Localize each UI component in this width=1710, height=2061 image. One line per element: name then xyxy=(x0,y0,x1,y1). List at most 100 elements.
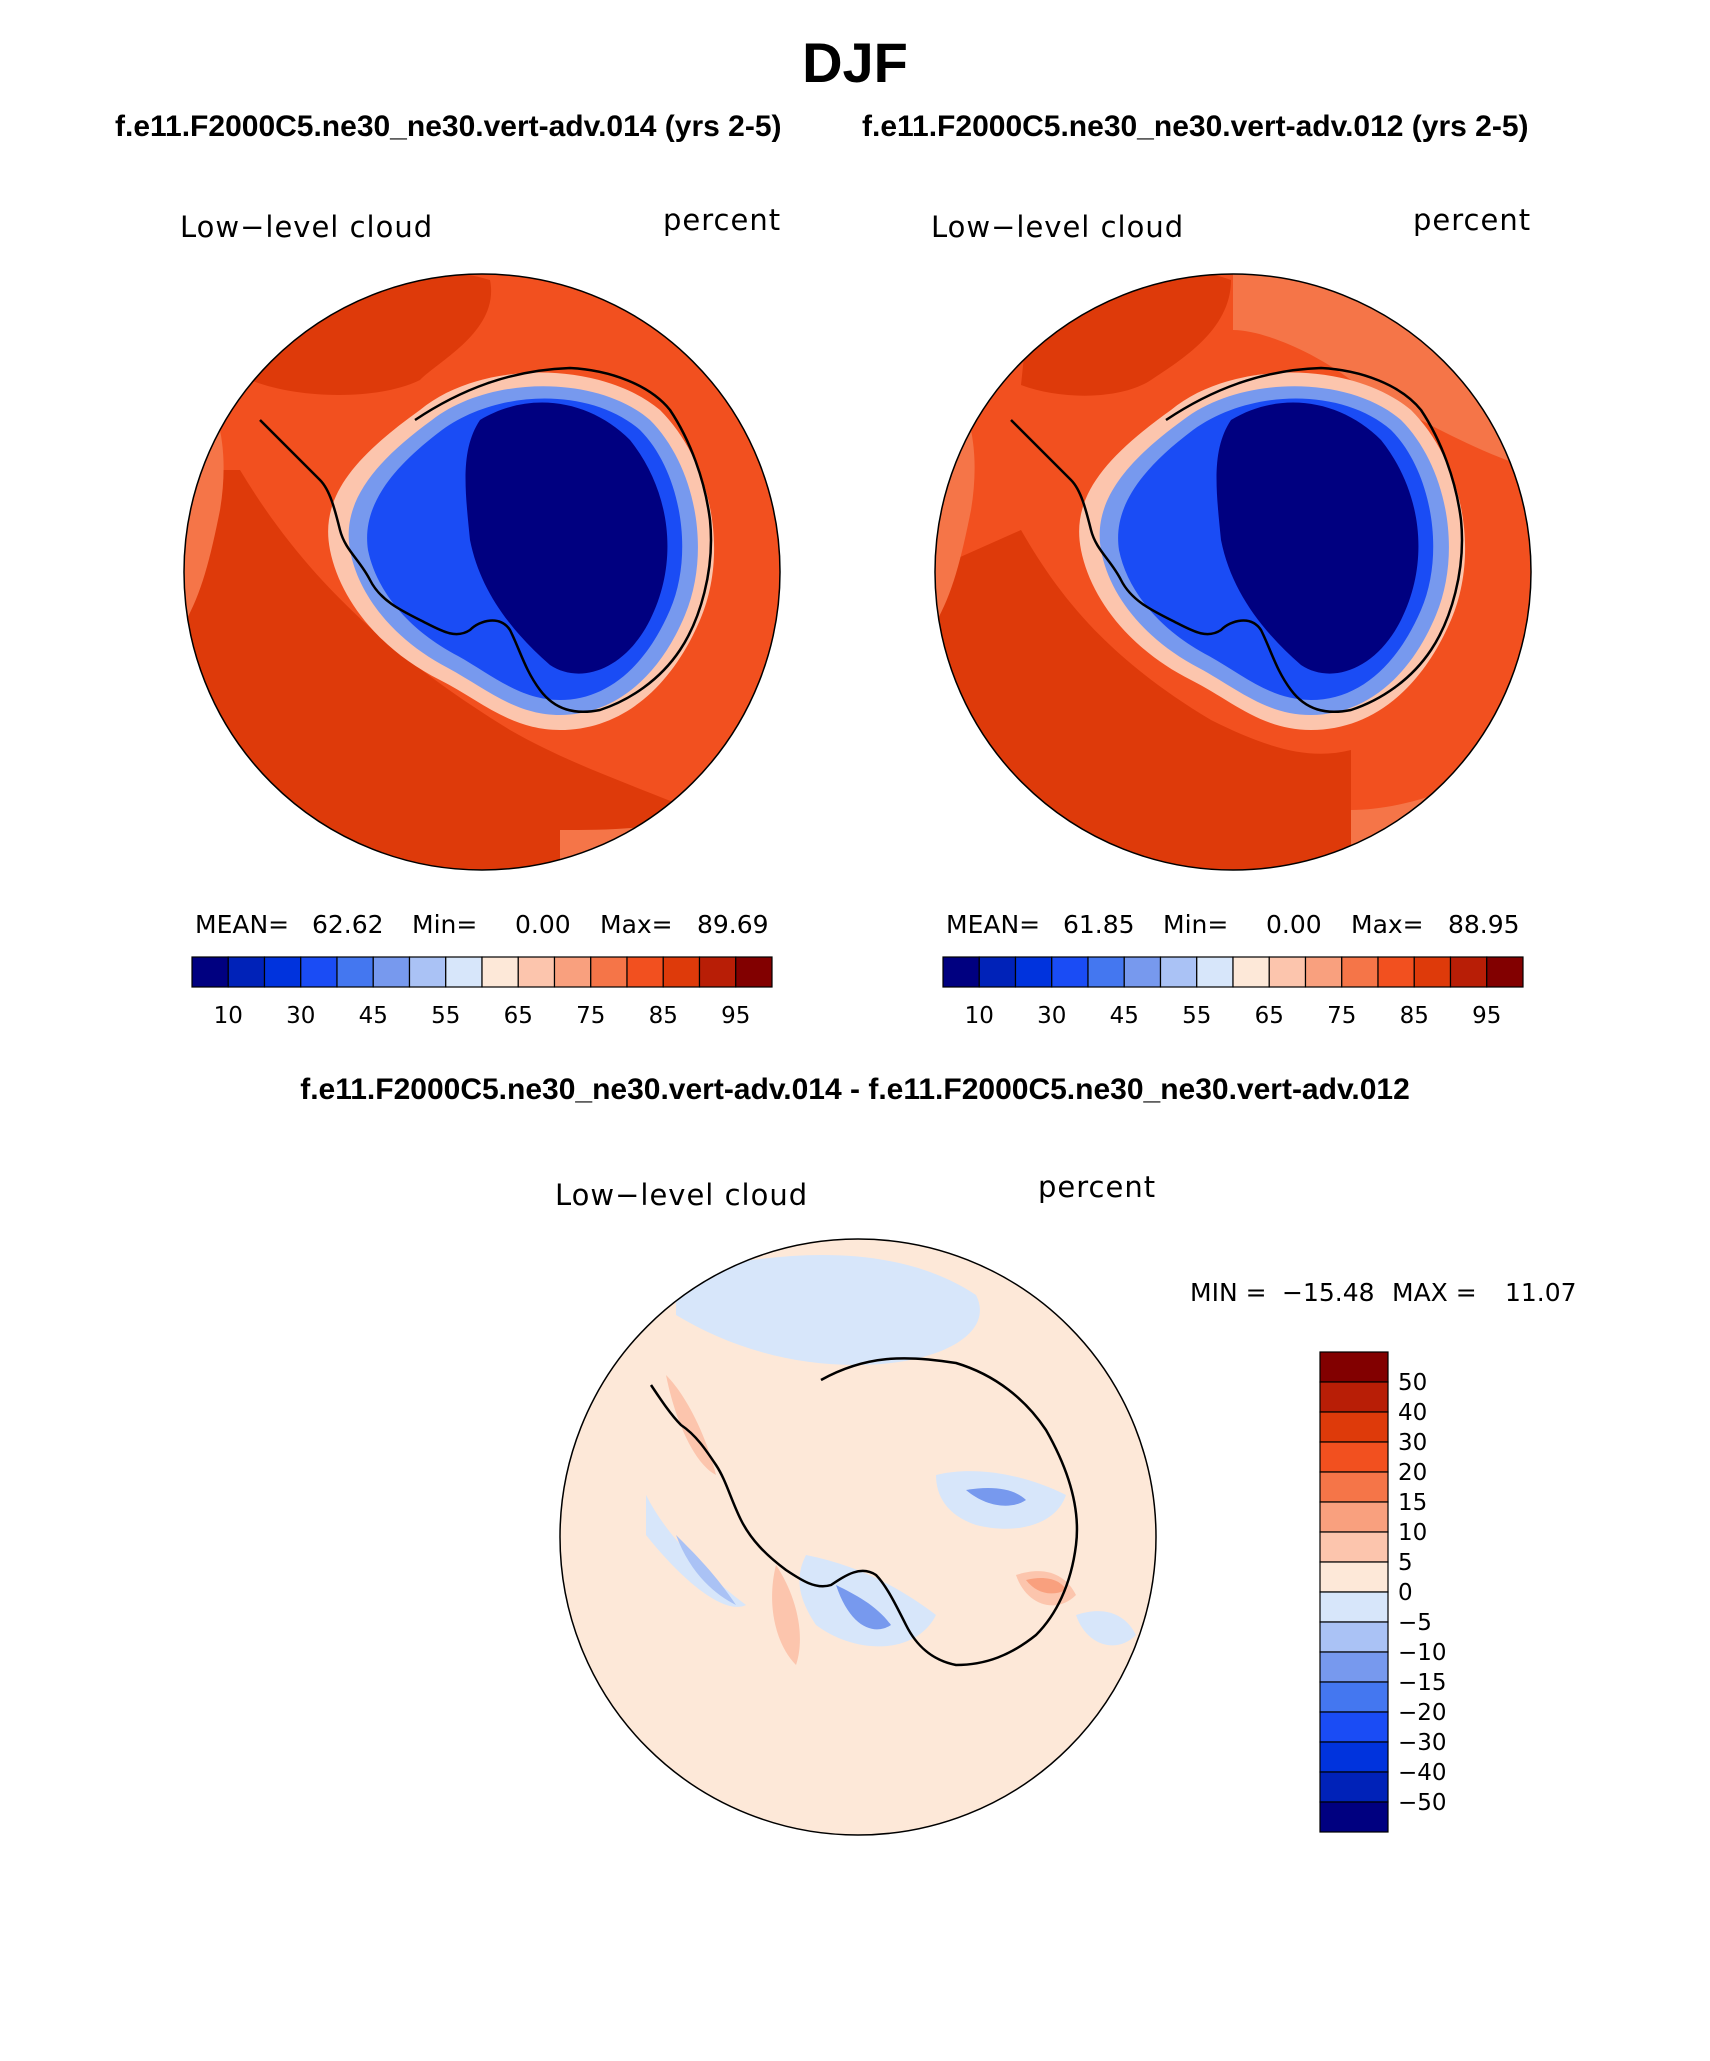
panel-1-colorbar-tick-label: 10 xyxy=(214,1003,243,1029)
panel-2-colorbar-swatch xyxy=(1087,956,1125,988)
panel-2-mean-label: MEAN= xyxy=(946,910,1041,939)
panel-2-colorbar-swatch xyxy=(1123,956,1162,988)
panel-1-mean-label: MEAN= xyxy=(195,910,290,939)
main-title: DJF xyxy=(802,31,908,94)
panel-1-min-value: 0.00 xyxy=(515,910,571,939)
diff-colorbar-tick-label: 30 xyxy=(1398,1430,1427,1456)
panel-1-variable-label: Low−level cloud xyxy=(180,210,434,244)
diff-colorbar-tick-label: 0 xyxy=(1398,1580,1413,1606)
panel-1-mean-value: 62.62 xyxy=(312,910,384,939)
diff-colorbar-swatch xyxy=(1319,1561,1389,1593)
panel-1-units-label: percent xyxy=(663,203,782,237)
diff-colorbar-tick-label: 10 xyxy=(1398,1520,1427,1546)
panel-2-variable-label: Low−level cloud xyxy=(931,210,1185,244)
panel-1-colorbar-swatch xyxy=(227,956,266,988)
panel-1-colorbar-tick-label: 45 xyxy=(359,1003,388,1029)
diff-colorbar-tick-label: 50 xyxy=(1398,1370,1427,1396)
panel-2-colorbar-tick-label: 95 xyxy=(1472,1003,1501,1029)
panel-1-map xyxy=(183,273,781,871)
panel-2-colorbar-swatch xyxy=(1232,956,1270,988)
panel-2-max-value: 88.95 xyxy=(1448,910,1520,939)
panel-2-colorbar-swatch xyxy=(1341,956,1379,988)
diff-colorbar-swatch xyxy=(1319,1351,1389,1383)
diff-title: f.e11.F2000C5.ne30_ne30.vert-adv.014 - f… xyxy=(300,1073,1410,1106)
diff-colorbar-tick-label: −15 xyxy=(1398,1670,1447,1696)
panel-2-colorbar-swatch xyxy=(1413,956,1452,988)
diff-colorbar-swatch xyxy=(1319,1801,1389,1833)
panel-1-max-value: 89.69 xyxy=(697,910,769,939)
panel-1-colorbar-tick-label: 75 xyxy=(576,1003,605,1029)
panel-2-colorbar-swatch xyxy=(1014,956,1053,988)
diff-colorbar-tick-label: 15 xyxy=(1398,1490,1427,1516)
diff-colorbar-swatch xyxy=(1319,1411,1389,1443)
panel-1-colorbar-swatch xyxy=(735,956,773,988)
panel-2-colorbar-swatch xyxy=(1196,956,1234,988)
panel-1-max-label: Max= xyxy=(600,910,673,939)
panel-1-colorbar-swatch xyxy=(626,956,664,988)
diff-max-label: MAX = xyxy=(1392,1278,1477,1307)
diff-colorbar-tick-label: −10 xyxy=(1398,1640,1447,1666)
diff-colorbar-swatch xyxy=(1319,1441,1389,1473)
diff-colorbar-swatch xyxy=(1319,1711,1389,1743)
panel-1-colorbar-tick-label: 65 xyxy=(504,1003,533,1029)
panel-1-min-label: Min= xyxy=(412,910,478,939)
panel-2-colorbar-swatch xyxy=(1159,956,1198,988)
diff-units-label: percent xyxy=(1038,1170,1157,1204)
panel-2-max-label: Max= xyxy=(1351,910,1424,939)
panel-2-colorbar-swatch xyxy=(1486,956,1524,988)
panel-2-colorbar: 10 30 45 55 65 75 85 95 xyxy=(942,956,1524,1029)
panel-1-run-title: f.e11.F2000C5.ne30_ne30.vert-adv.014 (yr… xyxy=(115,110,782,143)
panel-2-colorbar-swatch xyxy=(1268,956,1307,988)
panel-1-colorbar-swatch xyxy=(445,956,483,988)
diff-colorbar-swatch xyxy=(1319,1591,1389,1623)
panel-1-colorbar-swatch xyxy=(263,956,302,988)
panel-2-colorbar-tick-label: 45 xyxy=(1110,1003,1139,1029)
panel-2-colorbar-swatch xyxy=(1051,956,1089,988)
panel-1-colorbar-swatch xyxy=(698,956,737,988)
panel-2-run-title: f.e11.F2000C5.ne30_ne30.vert-adv.012 (yr… xyxy=(862,110,1529,143)
panel-2-colorbar-swatch xyxy=(1377,956,1415,988)
panel-2-colorbar-tick-label: 55 xyxy=(1182,1003,1211,1029)
panel-2-colorbar-tick-label: 75 xyxy=(1327,1003,1356,1029)
diff-colorbar-swatch xyxy=(1319,1381,1389,1413)
panel-1-colorbar-swatch xyxy=(191,956,229,988)
panel-1-colorbar-swatch xyxy=(408,956,447,988)
panel-2-mean-value: 61.85 xyxy=(1063,910,1135,939)
panel-1-colorbar-swatch xyxy=(553,956,592,988)
panel-1-colorbar-swatch xyxy=(662,956,701,988)
panel-2-min-label: Min= xyxy=(1163,910,1229,939)
diff-colorbar-swatch xyxy=(1319,1531,1389,1563)
diff-min-value: −15.48 xyxy=(1282,1278,1375,1307)
panel-2-colorbar-swatch xyxy=(942,956,980,988)
diff-colorbar-swatch xyxy=(1319,1621,1389,1653)
diff-colorbar-tick-label: 20 xyxy=(1398,1460,1427,1486)
panel-1-colorbar-swatch xyxy=(481,956,519,988)
diff-colorbar-swatch xyxy=(1319,1771,1389,1803)
panel-1-colorbar-swatch xyxy=(590,956,628,988)
panel-2-min-value: 0.00 xyxy=(1266,910,1322,939)
diff-colorbar-swatch xyxy=(1319,1681,1389,1713)
panel-1-colorbar-tick-label: 30 xyxy=(286,1003,315,1029)
panel-2-map xyxy=(934,273,1532,871)
panel-2-colorbar-swatch xyxy=(978,956,1017,988)
diff-variable-label: Low−level cloud xyxy=(555,1178,809,1212)
panel-2-colorbar-swatch xyxy=(1449,956,1488,988)
panel-1-colorbar-swatch xyxy=(372,956,411,988)
panel-1-colorbar-swatch xyxy=(300,956,338,988)
diff-min-label: MIN = xyxy=(1190,1278,1267,1307)
diff-colorbar-swatch xyxy=(1319,1741,1389,1773)
diff-colorbar-tick-label: −20 xyxy=(1398,1700,1447,1726)
panel-2-colorbar-tick-label: 10 xyxy=(965,1003,994,1029)
panel-1-colorbar-tick-label: 55 xyxy=(431,1003,460,1029)
diff-colorbar-tick-label: 5 xyxy=(1398,1550,1413,1576)
diff-colorbar-swatch xyxy=(1319,1651,1389,1683)
diff-colorbar-swatch xyxy=(1319,1501,1389,1533)
panel-2-units-label: percent xyxy=(1413,203,1532,237)
panel-1-colorbar-swatch xyxy=(336,956,374,988)
diff-map xyxy=(559,1238,1157,1836)
diff-colorbar-tick-label: −30 xyxy=(1398,1730,1447,1756)
diff-colorbar-tick-label: −50 xyxy=(1398,1790,1447,1816)
panel-1-colorbar: 10 30 45 55 65 75 85 95 xyxy=(191,956,773,1029)
diff-colorbar-tick-label: −5 xyxy=(1398,1610,1432,1636)
